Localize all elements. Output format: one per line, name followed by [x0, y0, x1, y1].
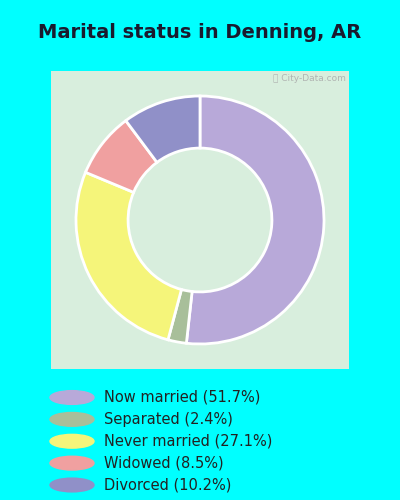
Text: Marital status in Denning, AR: Marital status in Denning, AR [38, 23, 362, 42]
FancyBboxPatch shape [51, 71, 349, 369]
Text: Divorced (10.2%): Divorced (10.2%) [104, 478, 231, 492]
Wedge shape [168, 290, 192, 343]
Wedge shape [76, 172, 182, 340]
Text: Widowed (8.5%): Widowed (8.5%) [104, 456, 224, 470]
Circle shape [50, 434, 94, 448]
Circle shape [50, 478, 94, 492]
Text: ⓘ City-Data.com: ⓘ City-Data.com [273, 74, 346, 84]
Text: Now married (51.7%): Now married (51.7%) [104, 390, 260, 405]
Wedge shape [86, 120, 157, 192]
Circle shape [50, 390, 94, 404]
Circle shape [50, 412, 94, 426]
Text: Separated (2.4%): Separated (2.4%) [104, 412, 233, 427]
Circle shape [50, 456, 94, 470]
Text: Never married (27.1%): Never married (27.1%) [104, 434, 272, 449]
Wedge shape [186, 96, 324, 344]
Wedge shape [126, 96, 200, 162]
